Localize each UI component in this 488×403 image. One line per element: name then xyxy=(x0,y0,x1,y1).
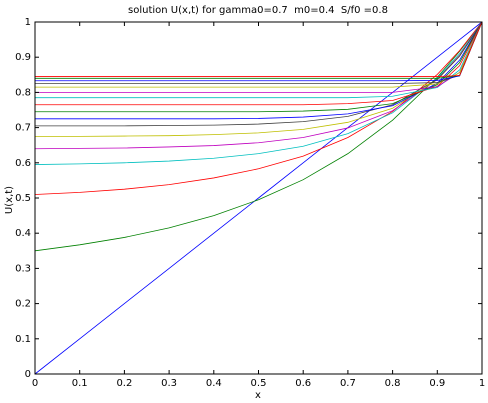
x-tick-label: 0.4 xyxy=(206,378,222,389)
y-tick-label: 1 xyxy=(25,17,31,28)
y-tick-label: 0.3 xyxy=(15,263,31,274)
x-tick-label: 0.9 xyxy=(429,378,445,389)
data-line xyxy=(35,21,483,88)
y-tick-label: 0.4 xyxy=(15,228,31,239)
data-line xyxy=(35,21,483,127)
data-line xyxy=(34,21,483,375)
data-line xyxy=(35,21,483,79)
data-line xyxy=(35,21,483,106)
x-tick-label: 0.7 xyxy=(340,378,356,389)
y-tick-label: 0.7 xyxy=(15,123,31,134)
x-tick-label: 0.2 xyxy=(116,378,132,389)
x-tick-label: 0.3 xyxy=(161,378,177,389)
chart-title: solution U(x,t) for gamma0=0.7 m0=0.4 S/… xyxy=(128,5,388,16)
data-line xyxy=(34,21,483,252)
y-tick-label: 0.8 xyxy=(15,87,31,98)
data-line xyxy=(35,21,483,77)
data-line xyxy=(34,21,483,165)
x-tick-label: 0.5 xyxy=(251,378,267,389)
x-tick-label: 0.8 xyxy=(385,378,401,389)
data-line xyxy=(35,21,483,84)
y-tick-label: 0.5 xyxy=(15,193,31,204)
x-tick-label: 0.6 xyxy=(295,378,311,389)
y-tick-label: 0 xyxy=(25,369,31,380)
y-tick-label: 0.2 xyxy=(15,299,31,310)
x-tick-label: 1 xyxy=(479,378,485,389)
data-line xyxy=(35,21,483,93)
y-tick-label: 0.9 xyxy=(15,52,31,63)
y-axis-label: U(x,t) xyxy=(4,186,15,214)
data-line xyxy=(34,21,483,195)
x-tick-label: 0.1 xyxy=(72,378,88,389)
x-tick-label: 0 xyxy=(32,378,38,389)
y-tick-label: 0.1 xyxy=(15,334,31,345)
x-axis-label: x xyxy=(255,390,261,401)
y-tick-label: 0.6 xyxy=(15,158,31,169)
data-line xyxy=(35,21,483,82)
